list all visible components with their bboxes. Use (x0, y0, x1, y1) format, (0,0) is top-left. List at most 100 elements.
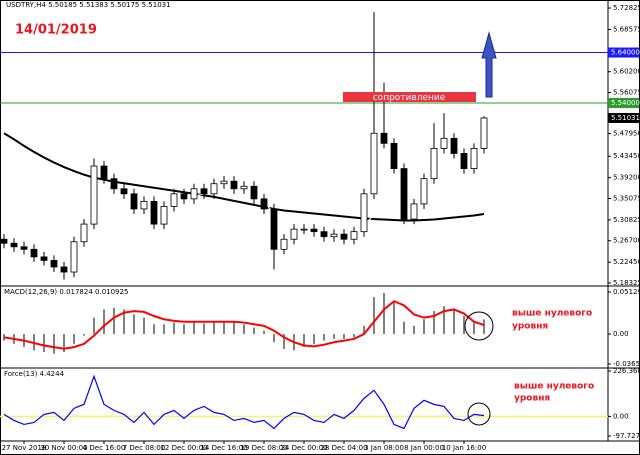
candle-body (470, 148, 478, 169)
candle-body (140, 200, 148, 210)
candle-body (170, 193, 178, 207)
candle-body (420, 178, 428, 205)
candle-body (70, 241, 78, 273)
y-tick-label: 5.47950 (613, 130, 640, 138)
candle-body (310, 228, 318, 233)
y-tick-label: 0.051298 (613, 288, 640, 296)
candle-body (110, 178, 118, 190)
y-tick-label: -0.036569 (613, 360, 640, 368)
candle-body (450, 137, 458, 154)
candle-body (360, 193, 368, 233)
candle-body (120, 188, 128, 195)
candle-body (200, 188, 208, 195)
signal-line (3, 300, 485, 350)
resistance-label: сопротивление (373, 93, 446, 103)
y-tick-label: 5.39200 (613, 174, 640, 182)
highlight-circle (467, 402, 491, 426)
y-tick-label: 5.22450 (613, 258, 640, 266)
macd-title: MACD(12,26,9) 0.017824 0.010925 (4, 288, 128, 296)
force-note: уровня (514, 394, 550, 404)
candle-body (230, 180, 238, 190)
x-tick-label: 30 Nov 00:00 (40, 444, 87, 452)
y-tick-label: 5.72825 (613, 4, 640, 12)
x-tick-label: 3 Jan 08:00 (364, 444, 404, 452)
y-tick-label: 0.00 (613, 330, 629, 338)
highlight-circle (464, 311, 494, 341)
x-tick-label: 14 Dec 16:00 (200, 444, 247, 452)
y-tick-label: 5.43450 (613, 152, 640, 160)
up-arrow (481, 31, 497, 98)
candle-body (400, 168, 408, 220)
candle-body (270, 208, 278, 250)
candle-body (290, 228, 298, 240)
candle-body (480, 117, 488, 149)
candle-body (80, 223, 88, 243)
force-line (3, 374, 485, 430)
x-tick-label: 12 Dec 00:00 (160, 444, 207, 452)
candle-body (440, 137, 448, 149)
y-tick-label: 5.26700 (613, 237, 640, 245)
candle-body (250, 185, 258, 200)
current-price-label: 5.51031 (611, 114, 640, 122)
x-tick-label: 8 Jan 00:00 (404, 444, 444, 452)
level-label: 5.54000 (611, 99, 640, 107)
x-tick-label: 27 Nov 2018 (2, 444, 47, 452)
candle-body (210, 183, 218, 195)
candle-body (430, 148, 438, 180)
candle-body (260, 198, 268, 210)
candle-body (10, 242, 18, 248)
level-label: 5.64000 (611, 49, 640, 57)
candle-body (280, 238, 288, 250)
candle-body (220, 180, 228, 185)
candle-body (380, 132, 388, 144)
force-title: Force(13) 4.4244 (4, 370, 65, 378)
y-tick-label: 5.35075 (613, 194, 640, 202)
y-tick-label: 0.00 (613, 412, 629, 420)
candle-body (240, 185, 248, 190)
candle-body (410, 203, 418, 220)
candle-body (40, 256, 48, 261)
candle-body (20, 246, 28, 250)
x-tick-label: 19 Dec 08:00 (240, 444, 287, 452)
y-tick-label: 5.68575 (613, 25, 640, 33)
candle-body (390, 142, 398, 169)
resistance-box (343, 92, 476, 102)
candle-body (350, 231, 358, 240)
x-tick-label: 10 Jan 16:00 (442, 444, 486, 452)
candle-body (300, 228, 308, 231)
candle-body (340, 233, 348, 240)
candle-body (160, 206, 168, 225)
y-tick-label: 5.18325 (613, 279, 640, 287)
x-tick-label: 7 Dec 08:00 (123, 444, 166, 452)
candle-body (150, 200, 158, 225)
candle-body (460, 153, 468, 169)
y-tick-label: 5.30825 (613, 216, 640, 224)
y-tick-label: 226.3609 (613, 367, 640, 375)
x-tick-label: 24 Dec 00:00 (280, 444, 327, 452)
x-tick-label: 28 Dec 04:00 (320, 444, 367, 452)
force-note: выше нулевого (514, 382, 594, 392)
candle-body (180, 193, 188, 200)
candle-body (90, 165, 98, 225)
candle-body (100, 165, 108, 180)
candle-body (190, 188, 198, 200)
candle-body (50, 260, 58, 268)
level-label-box (608, 47, 639, 58)
candle-body (60, 266, 68, 273)
candle-body (130, 193, 138, 210)
x-tick-label: 4 Dec 16:00 (83, 444, 126, 452)
macd-note: выше нулевого (512, 309, 592, 319)
current-price-box (608, 112, 639, 123)
candle-body (30, 248, 38, 258)
level-label-box (608, 97, 639, 108)
date-annotation: 14/01/2019 (15, 23, 97, 38)
y-tick-label: 5.56075 (613, 89, 640, 97)
y-tick-label: -97.7271 (613, 432, 640, 440)
candle-body (320, 231, 328, 238)
candle-body (0, 238, 8, 244)
macd-note: уровня (512, 322, 548, 332)
plot: 5.72825 5.68575 5.60200 5.56075 5.47950 5.434… (0, 4, 640, 452)
chart-title: USDTRY,H4 5.50185 5.51383 5.50175 5.5103… (6, 1, 171, 9)
